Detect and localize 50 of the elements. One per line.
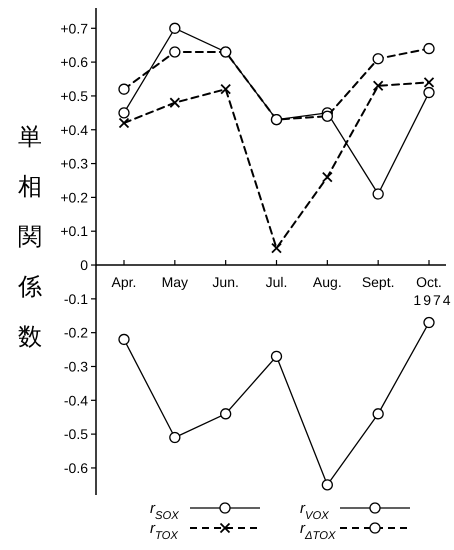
y-tick-label: +0.3 (60, 156, 88, 172)
point (322, 172, 333, 182)
y-tick-label: -0.4 (64, 392, 88, 408)
y-tick-label: +0.4 (60, 122, 88, 138)
legend-label: r$_{TOX}$ (150, 520, 178, 542)
point (423, 316, 435, 328)
y-tick-label: -0.1 (64, 290, 88, 307)
point (118, 84, 130, 95)
legend-label: r$_{VOX}$ (300, 500, 330, 522)
point (118, 118, 130, 128)
point (169, 22, 180, 34)
x-tick-label: May (162, 274, 188, 290)
point (118, 334, 130, 346)
x-tick-label: Jul. (266, 274, 288, 290)
y-tick-label: +0.2 (60, 189, 88, 206)
point (322, 479, 333, 491)
point (169, 97, 180, 108)
point (118, 107, 130, 118)
point (372, 408, 384, 420)
x-tick-label: Jun. (212, 274, 239, 290)
legend-label: r$_{ΔTOX}$ (300, 520, 336, 542)
y-tick-label: +0.6 (60, 54, 88, 70)
y-axis-title: 単相関係数 (17, 124, 42, 350)
x-tick-label: Sept. (362, 274, 395, 290)
point (271, 242, 282, 254)
y-tick-label: -0.3 (64, 358, 88, 374)
y-tick-label: -0.5 (64, 426, 88, 442)
y-tick-label: +0.5 (60, 88, 88, 104)
point (169, 432, 180, 444)
y-tick-label: +0.1 (60, 223, 88, 240)
point (270, 350, 282, 362)
x-tick-label: Aug. (312, 274, 342, 290)
legend-label: r$_{SOX}$ (150, 500, 180, 522)
y-tick-label: +0.7 (60, 20, 88, 36)
point (424, 77, 434, 88)
annotation: 1974 (413, 292, 453, 308)
point (322, 110, 333, 122)
y-tick-label: -0.6 (64, 460, 88, 476)
y-tick-label: -0.2 (64, 324, 88, 341)
point (372, 80, 384, 92)
point (423, 86, 435, 98)
point (423, 42, 435, 54)
point (372, 188, 384, 200)
x-tick-label: Oct. (416, 274, 442, 290)
point (220, 408, 232, 420)
point (220, 84, 232, 95)
point (372, 53, 384, 64)
x-tick-label: Apr. (112, 274, 136, 290)
point (169, 46, 180, 58)
y-tick-label: 0 (80, 257, 88, 274)
